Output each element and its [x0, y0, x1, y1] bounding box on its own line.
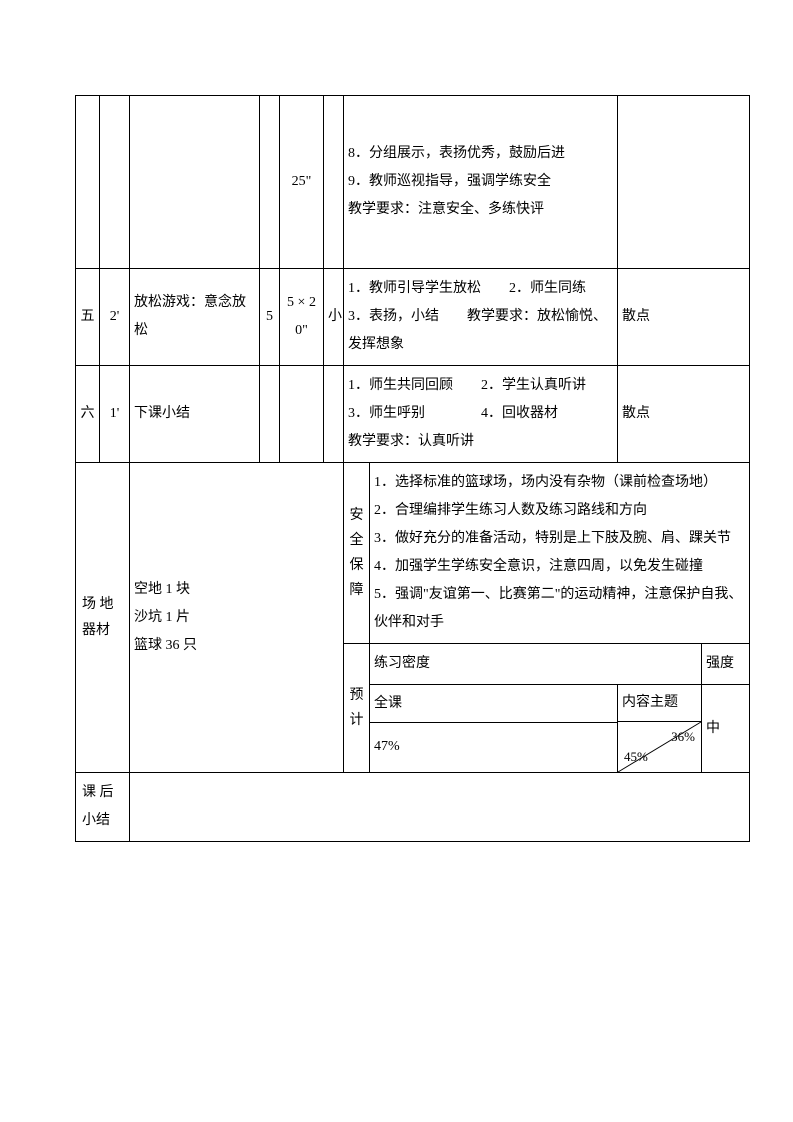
forecast-label: 预 计 [344, 644, 370, 773]
post-content [130, 773, 750, 842]
cell-idx [76, 96, 100, 269]
cell-reps: 5 [260, 269, 280, 366]
table-row: 六 1' 下课小结 1．师生共同回顾 2．学生认真听讲 3．师生呼别 4．回收器… [76, 366, 750, 463]
cell-content: 1．师生共同回顾 2．学生认真听讲 3．师生呼别 4．回收器材 教学要求：认真听… [344, 366, 618, 463]
cell-formation: 散点 [618, 366, 750, 463]
full-val: 47% [370, 723, 617, 771]
table-row-post: 课 后 小结 [76, 773, 750, 842]
intensity-label: 强度 [702, 644, 750, 685]
cell-intensity [324, 96, 344, 269]
cell-time: 25" [280, 96, 324, 269]
venue-items: 空地 1 块 沙坑 1 片 篮球 36 只 [130, 463, 344, 773]
cell-dur: 2' [100, 269, 130, 366]
cell-intensity: 小 [324, 269, 344, 366]
cell-content: 1．教师引导学生放松 2．师生同练 3．表扬，小结 教学要求：放松愉悦、发挥想象 [344, 269, 618, 366]
post-label: 课 后 小结 [76, 773, 130, 842]
topic-bot: 45% [624, 744, 648, 770]
cell-formation [618, 96, 750, 269]
cell-content: 8．分组展示，表扬优秀，鼓励后进 9．教师巡视指导，强调学练安全 教学要求：注意… [344, 96, 618, 269]
safety-content: 1．选择标准的篮球场，场内没有杂物（课前检查场地） 2．合理编排学生练习人数及练… [370, 463, 750, 644]
forecast-topic: 内容主题 36% 45% [618, 685, 702, 773]
lesson-plan-table: 25" 8．分组展示，表扬优秀，鼓励后进 9．教师巡视指导，强调学练安全 教学要… [75, 95, 750, 842]
venue-label: 场 地 器材 [76, 463, 130, 773]
cell-time [280, 366, 324, 463]
density-label: 练习密度 [370, 644, 702, 685]
cell-reps [260, 366, 280, 463]
forecast-intensity: 中 [702, 685, 750, 773]
cell-dur [100, 96, 130, 269]
table-row: 25" 8．分组展示，表扬优秀，鼓励后进 9．教师巡视指导，强调学练安全 教学要… [76, 96, 750, 269]
cell-idx: 五 [76, 269, 100, 366]
cell-intensity [324, 366, 344, 463]
topic-diag: 36% 45% [618, 722, 701, 772]
table-row-venue: 场 地 器材 空地 1 块 沙坑 1 片 篮球 36 只 安 全 保 障 1．选… [76, 463, 750, 644]
cell-time: 5 × 20" [280, 269, 324, 366]
cell-idx: 六 [76, 366, 100, 463]
full-label: 全课 [370, 686, 617, 723]
cell-formation: 散点 [618, 269, 750, 366]
forecast-full: 全课 47% [370, 685, 618, 773]
table-row: 五 2' 放松游戏：意念放松 5 5 × 20" 小 1．教师引导学生放松 2．… [76, 269, 750, 366]
safety-label: 安 全 保 障 [344, 463, 370, 644]
cell-activity: 下课小结 [130, 366, 260, 463]
page: 25" 8．分组展示，表扬优秀，鼓励后进 9．教师巡视指导，强调学练安全 教学要… [0, 0, 793, 842]
cell-activity [130, 96, 260, 269]
topic-top: 36% [671, 724, 695, 750]
topic-label: 内容主题 [618, 685, 701, 722]
cell-activity: 放松游戏：意念放松 [130, 269, 260, 366]
cell-dur: 1' [100, 366, 130, 463]
cell-reps [260, 96, 280, 269]
